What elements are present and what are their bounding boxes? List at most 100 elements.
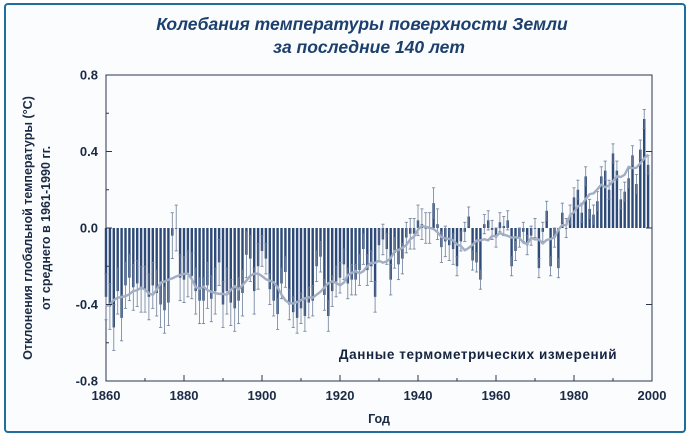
chart-title-line2: за последние 140 лет	[273, 37, 465, 57]
bar	[635, 184, 638, 228]
bar	[163, 228, 166, 311]
bar	[350, 228, 353, 280]
x-tick-label: 1900	[248, 388, 277, 403]
bar	[124, 228, 127, 286]
bar	[288, 228, 291, 305]
bar	[190, 228, 194, 276]
bar	[284, 228, 287, 272]
x-tick-labels: 1860 1880 1900 1920 1940 1960 1980 2000	[92, 388, 667, 403]
bar	[206, 228, 209, 286]
bar	[514, 228, 517, 251]
bar	[646, 164, 650, 228]
bar	[323, 228, 326, 295]
bar	[159, 228, 162, 305]
bar	[295, 228, 299, 318]
axis-ticks-group	[105, 74, 653, 382]
bar	[639, 149, 642, 228]
bar	[475, 228, 478, 263]
bar	[619, 199, 623, 228]
y-axis-label-line2: от среднего в 1961-1990 гг.	[39, 146, 53, 310]
bar	[311, 228, 314, 301]
bar	[600, 176, 603, 228]
bar	[537, 228, 541, 269]
bar	[194, 228, 197, 292]
bar	[642, 118, 646, 228]
bar	[155, 228, 158, 294]
x-tick-label: 1940	[404, 388, 433, 403]
bar	[210, 228, 213, 299]
bar	[237, 228, 240, 301]
bar	[307, 228, 311, 303]
bar	[268, 228, 272, 290]
bar	[151, 228, 155, 286]
bar	[128, 228, 131, 278]
chart-title-line1: Колебания температуры поверхности Земли	[156, 14, 568, 34]
bar	[369, 228, 373, 267]
bar	[584, 176, 587, 228]
bar	[132, 228, 135, 288]
y-tick-label: 0.4	[80, 144, 99, 159]
bar	[233, 228, 236, 309]
bar	[280, 228, 283, 284]
y-tick-label: -0.4	[76, 297, 99, 312]
x-axis-label: Год	[368, 412, 390, 426]
bar	[202, 228, 205, 301]
bar	[358, 228, 361, 271]
x-tick-label: 2000	[638, 388, 667, 403]
bar	[108, 228, 112, 307]
y-tick-label: -0.8	[76, 374, 98, 389]
y-tick-label: 0.0	[80, 221, 98, 236]
bar	[291, 228, 295, 313]
x-tick-label: 1860	[92, 388, 121, 403]
bar	[631, 155, 634, 228]
bar	[330, 228, 334, 292]
bar	[182, 228, 186, 280]
bar	[549, 228, 552, 267]
bar	[315, 228, 318, 267]
bar	[479, 228, 482, 280]
bar	[299, 228, 303, 309]
bar	[611, 153, 615, 228]
bar	[627, 178, 630, 228]
bar	[198, 228, 201, 301]
bar	[338, 228, 342, 278]
x-tick-label: 1980	[560, 388, 589, 403]
x-tick-label: 1960	[482, 388, 511, 403]
bar	[139, 228, 143, 290]
bar	[354, 228, 357, 280]
bar	[252, 228, 256, 292]
bar	[366, 228, 369, 271]
bar	[221, 228, 225, 305]
bar	[397, 228, 400, 265]
bar	[334, 228, 338, 282]
x-tick-label: 1920	[326, 388, 355, 403]
smoothed-line	[105, 153, 649, 308]
bar	[623, 191, 626, 228]
bar	[389, 228, 392, 280]
bar	[104, 228, 108, 297]
bar	[615, 170, 619, 229]
bar	[229, 228, 233, 303]
y-axis-label-line1: Отклонения глобальной температуры (°C)	[21, 96, 35, 360]
bar	[272, 228, 275, 301]
bar	[225, 228, 229, 292]
bar	[346, 228, 350, 284]
y-tick-labels: 0.8 0.4 0.0 -0.4 -0.8	[76, 68, 99, 389]
bar	[607, 189, 611, 228]
bar	[455, 228, 459, 267]
bar	[143, 228, 147, 290]
bar	[510, 228, 513, 267]
bar	[576, 189, 580, 228]
bar	[327, 228, 330, 316]
bar	[276, 228, 279, 315]
bar	[342, 228, 346, 265]
bar	[112, 228, 116, 328]
bar	[557, 228, 560, 269]
bar	[303, 228, 307, 316]
bars-group	[104, 118, 650, 328]
bar	[135, 228, 139, 284]
bar	[120, 228, 123, 318]
bar	[596, 201, 599, 228]
bar	[167, 228, 170, 303]
